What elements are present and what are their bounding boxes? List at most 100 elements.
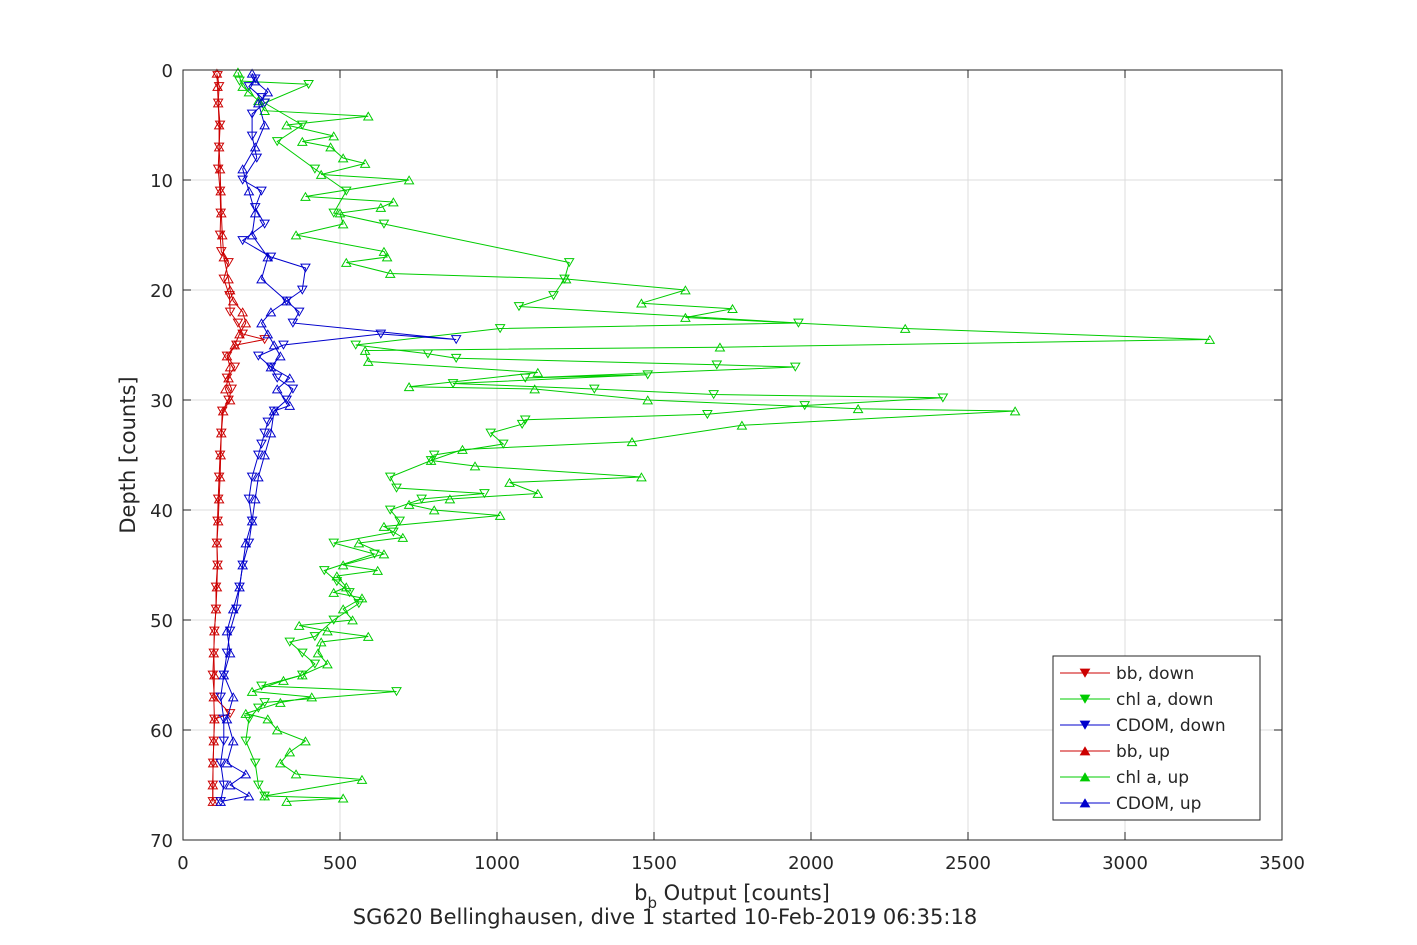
x-tick-label: 1000 [474,853,520,874]
data-point [207,758,219,768]
data-point [714,342,726,352]
data-point [223,258,234,268]
data-point [224,395,236,405]
data-point [372,565,384,575]
data-point [516,419,528,430]
data-point [213,142,225,152]
legend-item: chl a, up [1060,768,1189,788]
data-point [252,703,264,713]
data-point [331,571,343,581]
data-point [218,252,230,262]
legend-box [1052,655,1261,821]
data-point [240,538,252,548]
data-point [391,687,402,697]
data-point [532,488,544,498]
y-tick-label: 50 [150,611,173,632]
x-tick-label: 0 [177,853,188,874]
data-point [262,714,274,724]
data-point [214,186,226,196]
data-point [218,714,230,724]
data-point [428,505,440,515]
data-point [249,142,261,152]
x-tick-label: 500 [323,853,357,874]
data-point [362,631,374,641]
data-point [232,67,244,77]
data-point [519,415,531,425]
data-point [237,175,249,185]
y-tick-label: 20 [150,281,173,302]
data-point [221,373,233,383]
x-tick-label: 3500 [1259,853,1305,874]
data-point [259,105,271,116]
x-tick-label: 2500 [945,853,991,874]
data-point [216,406,228,416]
data-point [249,76,261,86]
data-point [899,323,911,333]
data-point [563,258,575,268]
data-point [337,219,349,229]
data-point [212,516,224,526]
data-point [274,758,286,768]
x-tick-label: 2000 [788,853,834,874]
data-point [353,538,365,548]
data-point [284,637,296,647]
data-point [1009,406,1021,416]
data-point [256,681,267,691]
data-point [375,329,387,339]
data-point [209,670,220,680]
data-point [224,648,236,658]
data-point [727,303,738,314]
data-point [243,494,255,504]
data-point [711,360,723,370]
data-point [207,670,219,680]
data-point [240,769,252,779]
data-point [296,136,308,146]
data-point [388,527,399,537]
data-point [281,120,292,130]
data-point [218,780,230,790]
data-point [216,230,228,240]
data-point [636,472,647,482]
data-point [708,390,720,400]
data-point [252,472,264,482]
data-point [287,318,299,328]
data-point [312,648,324,658]
series-line [212,73,247,802]
data-point [249,758,261,768]
data-point [303,79,314,90]
legend-label: CDOM, down [1116,716,1226,736]
data-point [259,450,271,460]
data-point [246,230,258,240]
data-point [234,329,245,339]
data-point [494,510,506,520]
data-point [362,356,374,366]
data-point [642,370,654,380]
data-point [227,604,239,614]
data-point [207,796,219,806]
data-point [315,169,327,179]
data-point [213,494,225,504]
y-tick-label: 10 [150,171,173,192]
data-point [246,686,258,696]
legend-swatch-marker [1079,694,1091,704]
data-point [232,318,244,328]
data-point [218,670,230,680]
y-tick-label: 40 [150,501,173,522]
data-point [243,87,255,97]
data-point [300,263,311,273]
data-point [337,560,349,570]
data-point [256,318,267,328]
data-point [337,153,349,163]
data-point [215,208,227,218]
data-point [680,312,691,322]
data-point [259,698,271,708]
data-point [469,461,481,471]
data-point [378,521,390,531]
data-point [224,362,236,372]
data-point [234,582,245,592]
data-point [340,186,352,196]
series-line [220,73,291,802]
data-point [378,246,390,256]
data-point [296,285,308,295]
data-point [444,494,456,504]
